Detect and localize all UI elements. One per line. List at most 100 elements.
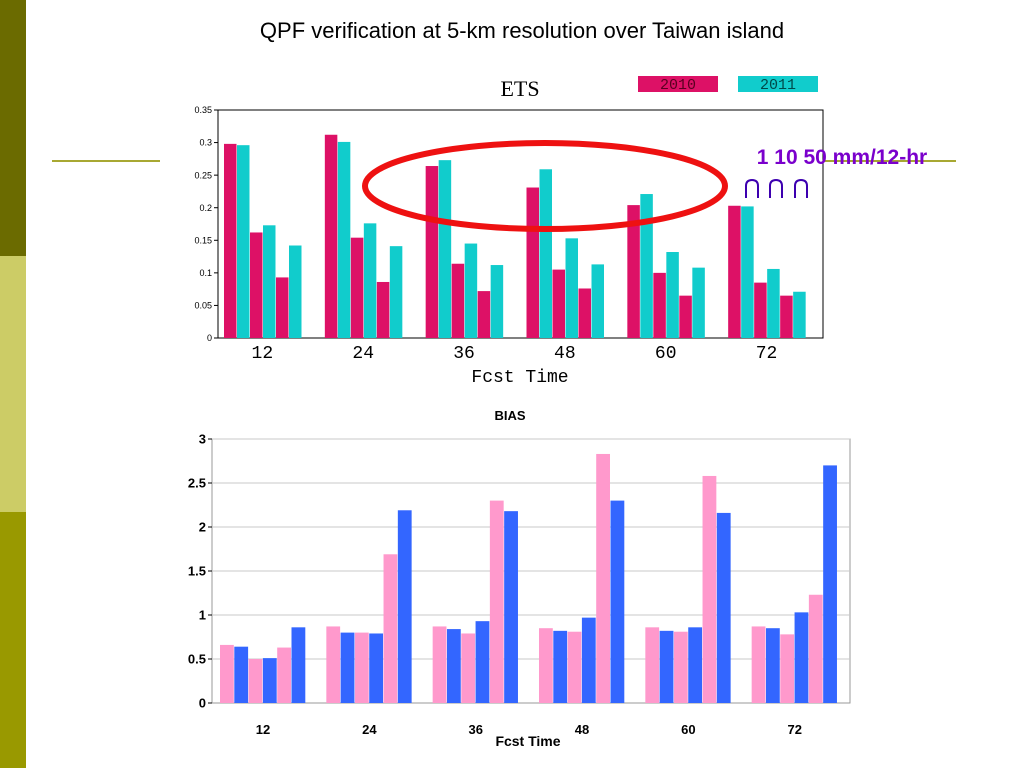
- sidebar-decoration: [0, 0, 26, 768]
- ets-x-tick-label: 24: [352, 344, 374, 364]
- ets-bar-60-t0-s0: [627, 205, 640, 338]
- ets-bar-24-t1-s0: [350, 237, 364, 338]
- highlight-ellipse: [362, 140, 728, 232]
- bias-y-tick-label: 2.5: [188, 476, 206, 491]
- bias-bar-36-t0-s0: [432, 626, 447, 703]
- ets-x-tick-label: 60: [655, 344, 677, 364]
- ets-legend-label-0: 2010: [660, 77, 696, 94]
- threshold-annotation: 1 10 50 mm/12-hr: [757, 146, 927, 169]
- ets-bar-12-t1-s1: [263, 225, 276, 338]
- bias-bar-72-t0-s0: [751, 626, 766, 703]
- bias-y-tick-label: 1.5: [188, 564, 206, 579]
- bias-bar-12-t0-s1: [234, 646, 249, 703]
- ets-bar-12-t0-s0: [224, 143, 237, 338]
- ets-bar-60-t1-s1: [666, 252, 679, 338]
- bias-bar-60-t0-s1: [659, 630, 674, 703]
- ets-bar-12-t2-s1: [289, 245, 302, 338]
- bias-y-tick-label: 0.5: [188, 652, 206, 667]
- bias-bar-24-t2-s1: [397, 510, 412, 703]
- bias-bar-60-t2-s1: [716, 512, 731, 703]
- ets-bar-48-t1-s1: [565, 238, 578, 338]
- ets-bar-12-t1-s0: [250, 232, 263, 338]
- bias-bar-48-t0-s1: [553, 630, 568, 703]
- ets-bar-72-t0-s0: [728, 205, 741, 338]
- bias-bar-12-t0-s0: [220, 644, 234, 703]
- bias-bar-72-t1-s0: [780, 634, 795, 703]
- bias-bar-60-t1-s1: [688, 627, 703, 703]
- ets-bar-36-t1-s0: [451, 263, 465, 338]
- ets-bar-72-t2-s0: [780, 295, 793, 338]
- ets-x-tick-label: 36: [453, 344, 475, 364]
- bias-x-tick-label: 60: [681, 722, 695, 737]
- divider-right: [822, 160, 956, 162]
- ets-bar-36-t2-s0: [477, 291, 491, 338]
- ets-bar-60-t2-s0: [679, 295, 692, 338]
- ets-legend-swatch-1: [738, 76, 818, 92]
- ets-bar-24-t1-s1: [363, 223, 377, 338]
- bias-x-tick-label: 36: [468, 722, 482, 737]
- ets-x-axis-title: Fcst Time: [471, 368, 568, 388]
- ets-bar-36-t1-s1: [464, 243, 478, 338]
- ets-bar-72-t0-s1: [741, 206, 754, 338]
- sidebar-block-top: [0, 0, 26, 256]
- ets-bar-36-t0-s0: [425, 166, 439, 338]
- bias-bar-24-t0-s0: [326, 626, 341, 703]
- bias-bar-36-t0-s1: [446, 629, 461, 703]
- ets-bar-48-t1-s0: [552, 269, 565, 338]
- bias-y-tick-label: 2: [199, 520, 206, 535]
- bias-y-tick-label: 1: [199, 608, 206, 623]
- threshold-bracket-2: [794, 178, 808, 198]
- ets-y-tick-label: 0.05: [194, 301, 212, 311]
- sidebar-block-middle: [0, 256, 26, 512]
- bias-x-axis-title: Fcst Time: [495, 733, 560, 749]
- ets-x-tick-label: 72: [756, 344, 778, 364]
- ets-bar-72-t2-s1: [793, 291, 806, 338]
- ets-bar-24-t0-s1: [337, 141, 351, 338]
- bias-bar-12-t2-s1: [291, 627, 306, 703]
- ets-legend-swatch-0: [638, 76, 718, 92]
- bias-x-tick-label: 12: [256, 722, 270, 737]
- bias-x-tick-label: 72: [787, 722, 801, 737]
- ets-plot-area: [217, 109, 824, 339]
- bias-bar-12-t2-s0: [277, 647, 291, 703]
- bias-bar-72-t2-s0: [808, 594, 823, 703]
- bias-bar-36-t2-s0: [489, 500, 504, 703]
- ets-bar-48-t2-s1: [591, 264, 604, 338]
- ets-bar-24-t0-s0: [324, 134, 338, 338]
- ets-bar-36-t0-s1: [438, 160, 452, 338]
- ets-bar-24-t2-s0: [376, 281, 390, 338]
- ets-y-tick-label: 0.35: [194, 105, 212, 115]
- ets-legend-label-1: 2011: [760, 77, 796, 94]
- bias-bar-60-t2-s0: [702, 475, 717, 703]
- bias-x-tick-label: 24: [362, 722, 377, 737]
- bias-bar-24-t2-s0: [383, 554, 398, 703]
- ets-bar-36-t2-s1: [490, 265, 504, 338]
- bias-bar-36-t2-s1: [504, 511, 518, 703]
- bias-bar-48-t0-s0: [539, 628, 553, 703]
- ets-x-tick-label: 12: [252, 344, 274, 364]
- ets-y-tick-label: 0.3: [199, 138, 212, 148]
- divider-left: [52, 160, 160, 162]
- threshold-bracket-0: [745, 178, 759, 198]
- ets-bar-72-t1-s1: [767, 268, 780, 338]
- bias-bar-36-t1-s1: [475, 621, 490, 703]
- slide-title: QPF verification at 5-km resolution over…: [259, 18, 785, 43]
- ets-bar-48-t0-s0: [526, 187, 539, 338]
- bias-y-tick-label: 3: [199, 432, 206, 447]
- bias-y-tick-label: 0: [199, 696, 206, 711]
- ets-y-tick-label: 0.1: [199, 268, 212, 278]
- bias-bar-72-t2-s1: [823, 465, 837, 703]
- ets-bar-12-t2-s0: [276, 277, 289, 338]
- bias-x-tick-label: 48: [575, 722, 589, 737]
- bias-bar-24-t1-s0: [354, 632, 369, 703]
- ets-chart-title: ETS: [500, 76, 539, 101]
- ets-x-tick-label: 48: [554, 344, 576, 364]
- ets-y-tick-label: 0.15: [194, 235, 212, 245]
- bias-bar-24-t1-s1: [369, 633, 384, 703]
- bias-bar-12-t1-s1: [262, 658, 277, 703]
- bias-bar-48-t2-s1: [610, 500, 625, 703]
- bias-bar-72-t1-s1: [794, 612, 809, 703]
- ets-bar-48-t2-s0: [578, 288, 591, 338]
- ets-bar-72-t1-s0: [754, 282, 767, 338]
